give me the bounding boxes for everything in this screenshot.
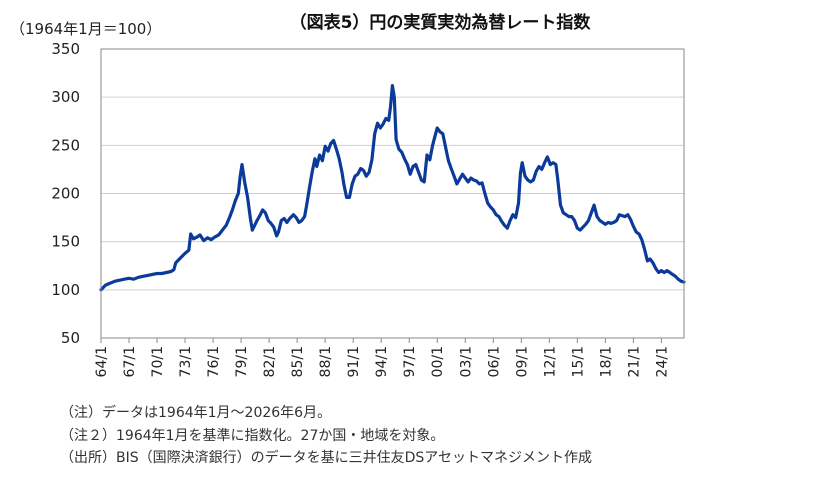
series-line-0: [99, 84, 686, 292]
y-tick-label: 350: [51, 40, 80, 58]
x-tick-label: 64/1: [94, 346, 110, 377]
x-tick-label: 94/1: [374, 346, 390, 377]
footnote-2: （注２）1964年1月を基準に指数化。27か国・地域を対象。: [60, 427, 445, 444]
x-tick-label: 73/1: [178, 346, 194, 377]
y-axis-unit-label: （1964年1月＝100）: [10, 20, 162, 38]
y-tick-label: 300: [51, 88, 80, 106]
x-tick-label: 67/1: [122, 346, 138, 377]
x-tick-label: 00/1: [430, 346, 446, 377]
x-tick-label: 03/1: [458, 346, 474, 377]
x-tick-label: 76/1: [206, 346, 222, 377]
x-tick-label: 21/1: [626, 346, 642, 377]
y-tick-label: 250: [51, 136, 80, 154]
plot-area-frame: [100, 48, 685, 339]
chart-title: （図表5）円の実質実効為替レート指数: [289, 13, 591, 33]
footnote-1: （注）データは1964年1月～2026年6月。: [60, 405, 332, 421]
y-tick-label: 100: [51, 281, 80, 299]
x-tick-label: 91/1: [346, 346, 362, 377]
x-tick-label: 70/1: [150, 346, 166, 377]
x-axis-ticks: 64/1 67/1 70/1 73/1 76/1 79/1 82/1 85/1 88/1 91/1…: [94, 338, 670, 377]
x-tick-label: 97/1: [402, 346, 418, 377]
y-tick-label: 150: [51, 233, 80, 251]
series-layer: [99, 84, 686, 292]
y-tick-label: 200: [51, 185, 80, 203]
footnote-3: （出所）BIS（国際決済銀行）のデータを基に三井住友DSアセットマネジメント作成: [60, 450, 593, 466]
x-tick-label: 88/1: [318, 346, 334, 377]
x-tick-label: 09/1: [514, 346, 530, 377]
x-tick-label: 15/1: [570, 346, 586, 377]
x-tick-label: 18/1: [598, 346, 614, 377]
line-chart: 350 300 250 200 150 100 50 64/1 67/1 70/1 73/1 76/…: [51, 40, 686, 377]
footnotes: （注）データは1964年1月～2026年6月。 （注２）1964年1月を基準に指…: [60, 402, 592, 470]
x-tick-label: 82/1: [262, 346, 278, 377]
x-tick-label: 12/1: [542, 346, 558, 377]
x-tick-label: 79/1: [234, 346, 250, 377]
grid-lines: [101, 96, 684, 291]
x-tick-label: 85/1: [290, 346, 306, 377]
x-tick-label: 06/1: [486, 346, 502, 377]
x-tick-label: 24/1: [654, 346, 670, 377]
y-tick-label: 50: [61, 329, 80, 347]
y-axis-ticks: 350 300 250 200 150 100 50: [51, 40, 80, 347]
